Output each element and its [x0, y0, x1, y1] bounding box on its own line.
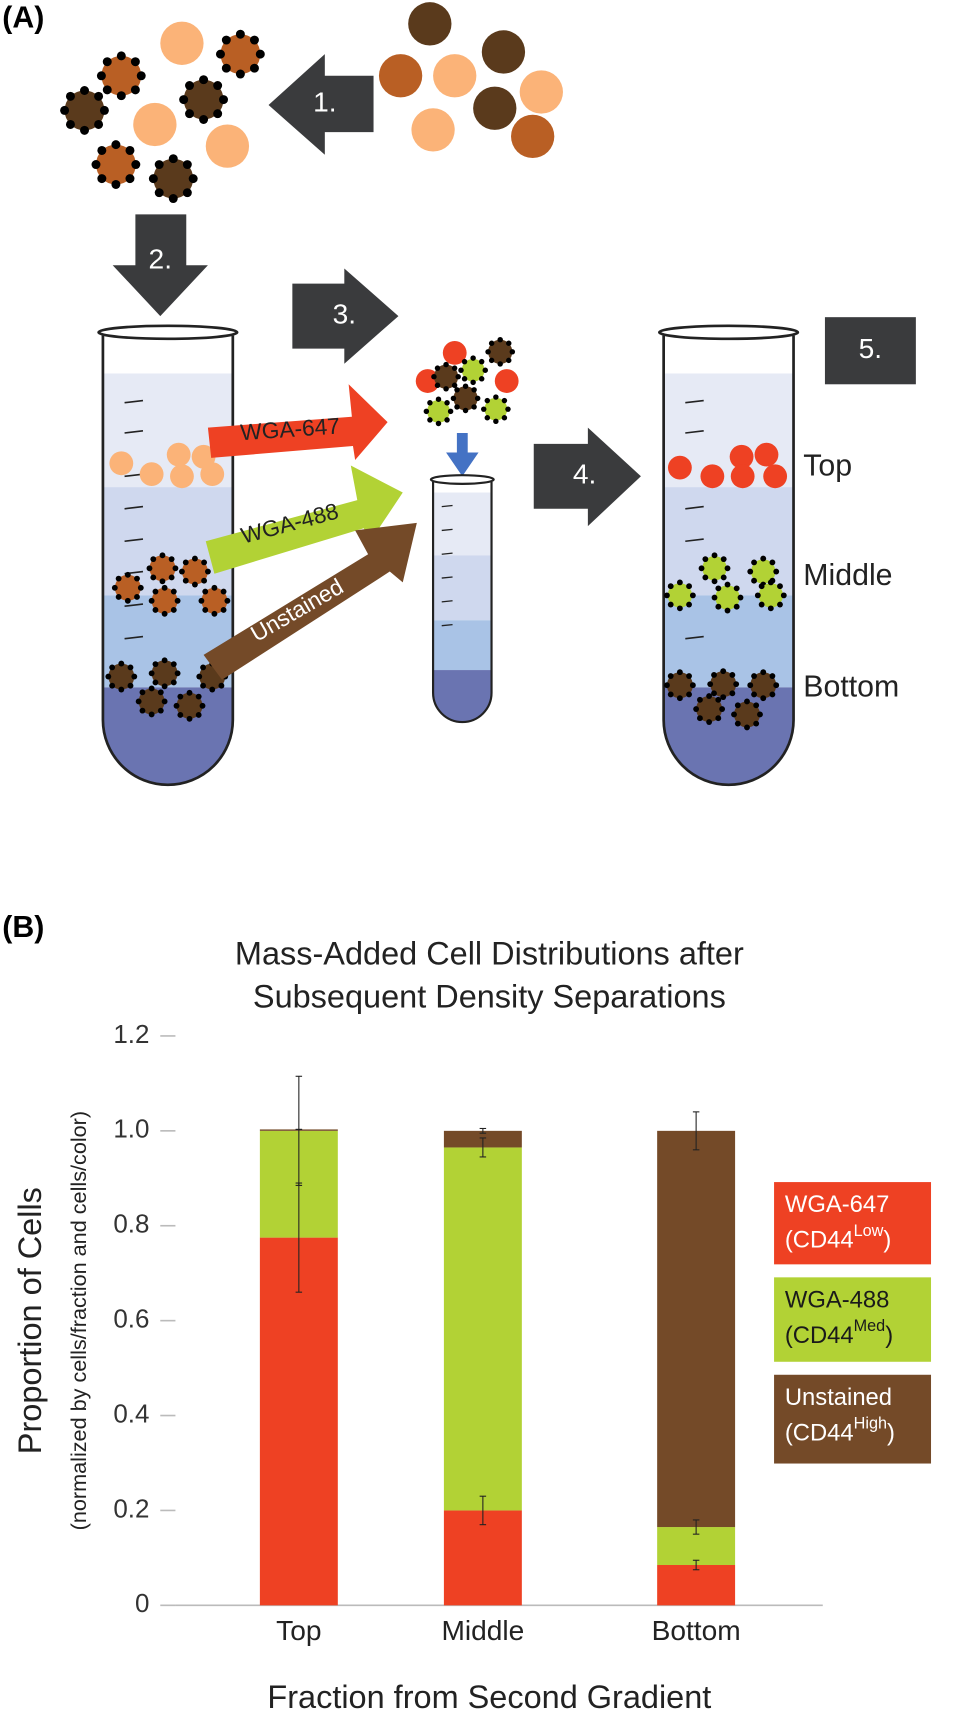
- step-label: 3.: [333, 299, 356, 330]
- cell-group: [415, 337, 519, 426]
- x-tick-label: Top: [276, 1615, 321, 1646]
- pour-arrow: [446, 432, 479, 477]
- y-axis-label: Proportion of Cells: [12, 1187, 48, 1454]
- y-tick-label: 0.4: [113, 1398, 149, 1428]
- y-axis-sublabel: (normalized by cells/fraction and cells/…: [66, 1111, 91, 1530]
- step-arrow: [112, 54, 916, 527]
- bar-segment: [443, 1510, 522, 1606]
- legend-swatch: [774, 1182, 932, 1265]
- bar-segment: [259, 1237, 338, 1606]
- step-label: 2.: [149, 243, 172, 274]
- legend-sublabel-part: ): [883, 1227, 891, 1254]
- y-tick-label: 0.8: [113, 1209, 149, 1239]
- stain-arrow: [205, 465, 403, 574]
- stain-arrow: [207, 384, 388, 461]
- error-bar: [479, 1127, 487, 1134]
- fraction-label: Middle: [803, 559, 892, 592]
- error-bar: [692, 1111, 700, 1151]
- panel-label: (B): [2, 911, 44, 944]
- bar-segment: [657, 1130, 736, 1528]
- legend-sublabel: (CD44Low): [785, 1222, 891, 1254]
- legend-sublabel-part: High: [854, 1415, 887, 1433]
- legend-swatch: [774, 1277, 932, 1362]
- y-tick-label: 1.0: [113, 1114, 149, 1144]
- legend-sublabel-part: (CD44: [785, 1227, 854, 1254]
- fraction-label: Top: [803, 450, 852, 483]
- stain-label: Unstained: [246, 573, 348, 647]
- legend-sublabel: (CD44High): [785, 1415, 895, 1447]
- error-bar: [479, 1137, 487, 1158]
- y-tick-label: 1.2: [113, 1019, 149, 1049]
- tube: [429, 474, 495, 724]
- legend-label: Unstained: [785, 1384, 892, 1411]
- fraction-label: Bottom: [803, 670, 899, 703]
- error-bar: [295, 1075, 303, 1186]
- bar-segment: [657, 1565, 736, 1606]
- cell-group: [60, 21, 265, 203]
- legend-sublabel: (CD44Med): [785, 1317, 893, 1349]
- step-label: 5.: [859, 333, 882, 364]
- chart-title: Mass-Added Cell Distributions after: [235, 935, 744, 971]
- legend-sublabel-part: Med: [854, 1317, 886, 1335]
- bar-segment: [443, 1147, 522, 1511]
- error-bar: [692, 1519, 700, 1535]
- legend-label: WGA-488: [785, 1286, 889, 1313]
- legend-label: WGA-647: [785, 1191, 889, 1218]
- x-axis-label: Fraction from Second Gradient: [267, 1679, 711, 1715]
- y-tick-label: 0: [135, 1588, 149, 1618]
- error-bar: [692, 1559, 700, 1571]
- step-label: 4.: [573, 459, 596, 490]
- chart-title: Subsequent Density Separations: [253, 979, 726, 1015]
- panel-label: (A): [2, 1, 44, 34]
- x-tick-label: Middle: [441, 1615, 524, 1646]
- legend-sublabel-part: Low: [854, 1222, 884, 1240]
- cell-group: [378, 2, 563, 159]
- stain-arrow: [203, 522, 417, 680]
- error-bar: [479, 1495, 487, 1526]
- step-label: 1.: [313, 86, 336, 117]
- y-tick-label: 0.2: [113, 1493, 149, 1523]
- x-tick-label: Bottom: [652, 1615, 741, 1646]
- legend-sublabel-part: ): [885, 1322, 893, 1349]
- y-tick-label: 0.6: [113, 1304, 149, 1334]
- legend-swatch: [774, 1374, 932, 1464]
- tube: [657, 324, 800, 787]
- legend-sublabel-part: ): [887, 1420, 895, 1447]
- chart: Mass-Added Cell Distributions after Subse…: [12, 935, 932, 1715]
- legend-sublabel-part: (CD44: [785, 1420, 854, 1447]
- legend-sublabel-part: (CD44: [785, 1322, 854, 1349]
